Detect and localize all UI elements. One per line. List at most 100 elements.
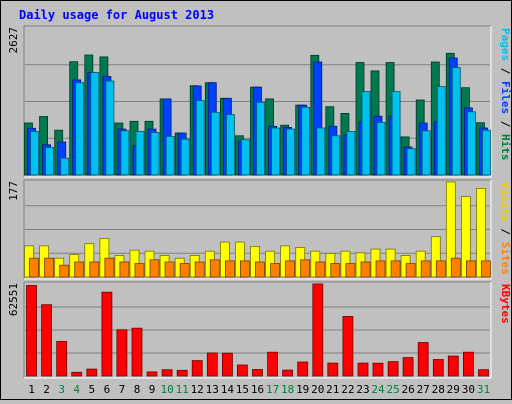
- bar-sites-8: [134, 263, 145, 278]
- series-sites: [29, 257, 491, 278]
- bar-sites-5: [89, 261, 100, 278]
- x-tick-label: 6: [104, 383, 111, 396]
- bar-pages-18: [286, 128, 296, 176]
- bar-kbytes-13: [206, 352, 218, 377]
- legend-part: Pages: [499, 28, 512, 61]
- bar-visits-6: [99, 237, 110, 278]
- series-kbytes: [26, 283, 489, 377]
- x-tick-label: 18: [281, 383, 294, 396]
- bar-pages-5: [90, 72, 100, 176]
- bar-kbytes-7: [116, 329, 128, 377]
- bar-sites-4: [74, 261, 85, 278]
- x-tick-label: 21: [326, 383, 339, 396]
- legend-part: /: [499, 114, 512, 134]
- bar-sites-30: [465, 260, 476, 278]
- bar-pages-24: [376, 122, 386, 176]
- bar-kbytes-10: [161, 369, 173, 377]
- x-tick-label: 31: [477, 383, 490, 396]
- bar-kbytes-17: [267, 351, 279, 377]
- bar-kbytes-12: [191, 360, 203, 377]
- bar-kbytes-31: [478, 369, 489, 377]
- bar-visits-29: [445, 181, 456, 278]
- series-pages: [30, 67, 491, 176]
- bar-kbytes-11: [176, 369, 188, 377]
- bar-sites-21: [330, 263, 341, 278]
- bar-kbytes-3: [56, 340, 68, 377]
- x-tick-label: 10: [160, 383, 173, 396]
- bar-sites-1: [29, 257, 39, 278]
- panel-kbytes: 62551 KBytes: [7, 281, 512, 379]
- bar-visits-31: [476, 187, 486, 278]
- bar-kbytes-19: [297, 361, 309, 377]
- x-tick-label: 4: [73, 383, 80, 396]
- bar-pages-31: [482, 129, 491, 176]
- x-tick-label: 15: [236, 383, 249, 396]
- bar-sites-19: [300, 259, 311, 278]
- x-tick-label: 24: [371, 383, 385, 396]
- x-tick-label: 29: [447, 383, 460, 396]
- legend-part: Visits: [499, 182, 512, 222]
- bar-kbytes-20: [312, 283, 324, 377]
- bar-kbytes-14: [221, 352, 233, 377]
- bar-sites-3: [59, 264, 70, 278]
- x-tick-label: 8: [134, 383, 141, 396]
- bar-sites-13: [209, 259, 220, 278]
- legend-label: Pages / Files / Hits: [499, 28, 512, 161]
- bar-sites-16: [255, 261, 265, 278]
- x-tick-label: 14: [221, 383, 235, 396]
- y-max-label: 62551: [7, 283, 20, 316]
- bar-pages-16: [256, 101, 265, 176]
- bar-pages-14: [225, 114, 235, 176]
- bar-sites-10: [164, 261, 175, 278]
- bar-sites-26: [405, 263, 416, 278]
- y-max-label: 177: [7, 181, 20, 201]
- bar-pages-2: [45, 147, 54, 176]
- bar-kbytes-1: [26, 285, 37, 377]
- bar-sites-25: [390, 260, 401, 278]
- x-tick-label: 20: [311, 383, 324, 396]
- x-tick-label: 30: [462, 383, 475, 396]
- bar-pages-15: [240, 139, 250, 176]
- bar-sites-9: [149, 259, 160, 278]
- bar-visits-30: [460, 196, 471, 278]
- bar-pages-30: [466, 111, 476, 176]
- x-tick-label: 25: [386, 383, 399, 396]
- x-tick-label: 17: [266, 383, 279, 396]
- bar-sites-29: [450, 257, 461, 278]
- bar-pages-17: [271, 127, 281, 176]
- bar-pages-25: [391, 91, 401, 176]
- x-tick-label: 16: [251, 383, 264, 396]
- bar-pages-27: [421, 130, 431, 176]
- legend-label: Visits / Sites: [499, 182, 512, 275]
- bar-sites-15: [239, 260, 250, 278]
- series-visits: [24, 181, 486, 278]
- x-tick-label: 13: [206, 383, 219, 396]
- bar-pages-11: [180, 138, 190, 176]
- x-tick-label: 2: [43, 383, 50, 396]
- x-tick-label: 26: [401, 383, 414, 396]
- bar-sites-27: [420, 260, 431, 278]
- bar-pages-22: [346, 130, 356, 176]
- bar-pages-8: [135, 130, 145, 176]
- bar-pages-26: [406, 148, 416, 176]
- bar-sites-22: [345, 263, 356, 278]
- bar-kbytes-22: [342, 315, 354, 377]
- bar-sites-28: [435, 260, 446, 278]
- bar-kbytes-4: [71, 371, 83, 377]
- bar-sites-18: [285, 260, 296, 278]
- legend-part: KBytes: [499, 284, 512, 324]
- legend-label: KBytes: [499, 284, 512, 324]
- legend-part: Files: [499, 81, 512, 114]
- x-tick-label: 1: [28, 383, 35, 396]
- bar-kbytes-25: [387, 361, 399, 377]
- panel-visits-sites: 177 Visits / Sites: [7, 179, 512, 280]
- bar-pages-9: [150, 132, 160, 176]
- legend-part: Sites: [499, 242, 512, 275]
- bar-kbytes-15: [236, 364, 248, 377]
- bar-pages-21: [331, 135, 341, 176]
- x-tick-label: 3: [58, 383, 65, 396]
- bar-pages-3: [60, 157, 70, 176]
- x-tick-label: 11: [176, 383, 189, 396]
- x-tick-label: 12: [191, 383, 204, 396]
